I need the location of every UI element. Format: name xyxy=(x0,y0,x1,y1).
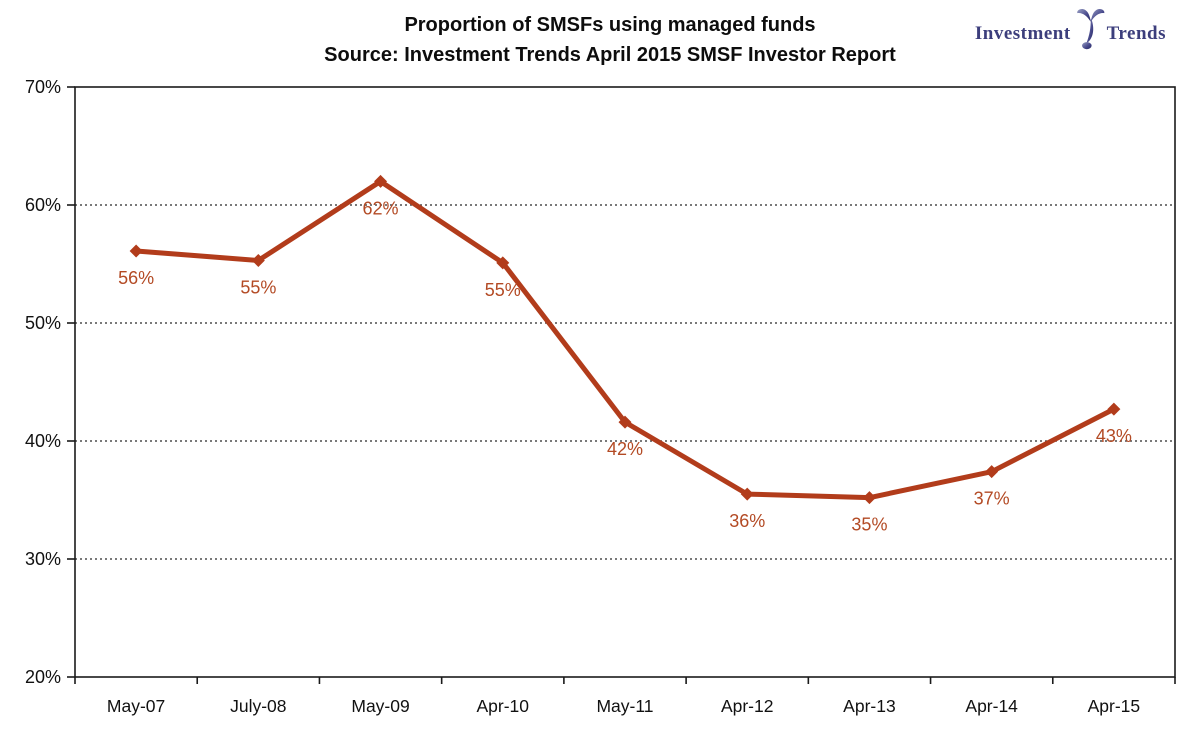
x-tick-label: May-11 xyxy=(596,696,653,716)
data-point-label: 62% xyxy=(363,198,399,218)
data-point-label: 37% xyxy=(974,489,1010,509)
chart-title: Proportion of SMSFs using managed funds xyxy=(404,14,816,36)
data-point-marker xyxy=(496,256,510,270)
y-tick-label: 40% xyxy=(25,431,61,451)
logo-word-investment: Investment xyxy=(974,23,1071,44)
data-point-marker xyxy=(129,244,143,258)
y-tick-label: 30% xyxy=(25,549,61,569)
data-point-label: 42% xyxy=(607,439,643,459)
x-tick-label: May-09 xyxy=(351,696,409,716)
y-tick-label: 70% xyxy=(25,77,61,97)
data-point-label: 43% xyxy=(1096,426,1132,446)
data-point-label: 55% xyxy=(240,277,276,297)
data-point-label: 36% xyxy=(729,511,765,531)
data-point-marker xyxy=(862,491,876,505)
y-tick-label: 50% xyxy=(25,313,61,333)
data-point-marker xyxy=(985,465,999,479)
x-tick-label: July-08 xyxy=(230,696,286,716)
y-tick-label: 60% xyxy=(25,195,61,215)
data-point-label: 56% xyxy=(118,268,154,288)
investment-trends-figure-icon xyxy=(1076,8,1105,50)
data-point-marker xyxy=(740,487,754,501)
data-point-marker xyxy=(1107,402,1121,416)
data-point-marker xyxy=(251,253,265,267)
chart-subtitle: Source: Investment Trends April 2015 SMS… xyxy=(324,44,896,66)
plot-area-border xyxy=(74,86,1176,678)
data-point-marker xyxy=(374,174,388,188)
logo-word-trends: Trends xyxy=(1106,23,1166,44)
chart-title-block: Proportion of SMSFs using managed funds … xyxy=(40,10,1180,70)
x-tick-label: Apr-14 xyxy=(965,696,1018,716)
investment-trends-logo: Investment Trends xyxy=(974,8,1166,52)
x-tick-label: Apr-13 xyxy=(843,696,896,716)
x-tick-label: Apr-15 xyxy=(1088,696,1141,716)
x-tick-label: May-07 xyxy=(107,696,165,716)
x-tick-label: Apr-10 xyxy=(477,696,530,716)
x-tick-label: Apr-12 xyxy=(721,696,774,716)
y-tick-label: 20% xyxy=(25,667,61,687)
data-point-marker xyxy=(618,415,632,429)
data-point-label: 55% xyxy=(485,280,521,300)
data-point-label: 35% xyxy=(851,515,887,535)
